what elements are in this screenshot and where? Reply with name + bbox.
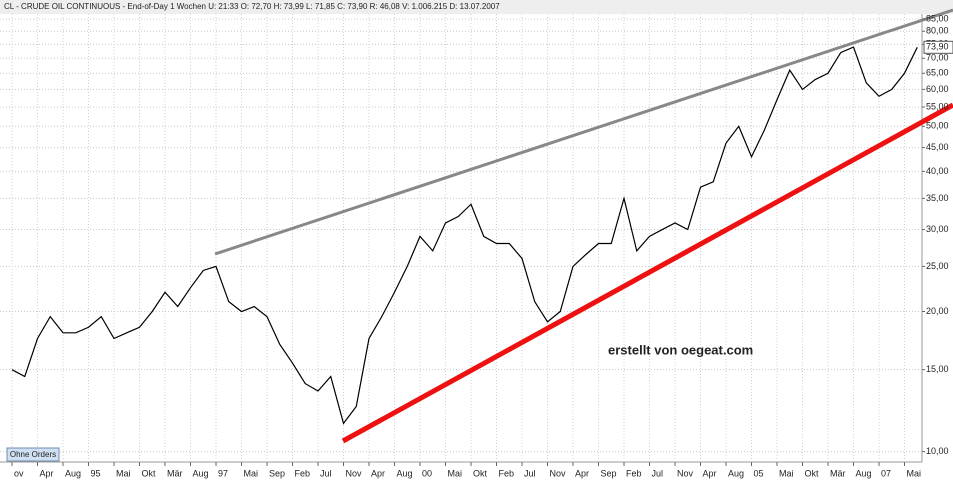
y-tick-label: 15,00 — [926, 364, 949, 374]
y-tick-label: 25,00 — [926, 261, 949, 271]
x-tick-label: 05 — [754, 468, 764, 478]
x-tick-label: Nov — [677, 468, 694, 478]
x-tick-label: Sep — [269, 468, 285, 478]
y-tick-label: 20,00 — [926, 306, 949, 316]
x-tick-label: Nov — [550, 468, 567, 478]
x-tick-label: Aug — [856, 468, 872, 478]
x-tick-label: Mai — [244, 468, 259, 478]
y-tick-label: 55,00 — [926, 101, 949, 111]
annotation: erstellt von oegeat.com — [608, 342, 753, 357]
price-line — [11, 46, 918, 425]
x-tick-label: Jul — [524, 468, 536, 478]
x-tick-label: Mai — [116, 468, 131, 478]
x-tick-label: Okt — [805, 468, 820, 478]
lower-trendline — [341, 102, 953, 444]
x-tick-label: Sep — [601, 468, 617, 478]
x-tick-label: Mär — [167, 468, 183, 478]
x-tick-label: 97 — [218, 468, 228, 478]
y-tick-label: 45,00 — [926, 142, 949, 152]
y-tick-label: 65,00 — [926, 68, 949, 78]
y-tick-label: 60,00 — [926, 84, 949, 94]
x-tick-label: Mai — [907, 468, 922, 478]
x-tick-label: ov — [14, 468, 24, 478]
x-tick-label: Feb — [626, 468, 642, 478]
upper-trendline — [214, 8, 953, 256]
x-tick-label: Apr — [575, 468, 589, 478]
x-tick-label: Jul — [320, 468, 332, 478]
y-tick-label: 35,00 — [926, 193, 949, 203]
grid — [0, 14, 922, 462]
x-tick-label: 00 — [422, 468, 432, 478]
price-marker — [923, 40, 953, 54]
button[interactable]: Ohne Orders — [6, 447, 60, 462]
x-tick-label: Jul — [652, 468, 664, 478]
x-tick-label: Aug — [728, 468, 744, 478]
x-tick-label: Aug — [397, 468, 413, 478]
y-tick-label: 30,00 — [926, 224, 949, 234]
x-tick-label: Feb — [295, 468, 311, 478]
x-tick-label: Mär — [830, 468, 846, 478]
y-tick-label: 80,00 — [926, 26, 949, 36]
x-tick-label: Aug — [65, 468, 81, 478]
y-tick-label: 85,00 — [926, 13, 949, 23]
x-tick-label: Okt — [473, 468, 488, 478]
y-tick-label: 40,00 — [926, 166, 949, 176]
x-tick-label: Okt — [142, 468, 157, 478]
x-tick-label: Apr — [703, 468, 717, 478]
x-tick-label: Feb — [499, 468, 515, 478]
x-tick-label: Aug — [193, 468, 209, 478]
price-marker-label: 73,90 — [926, 42, 949, 52]
x-tick-label: Nov — [346, 468, 363, 478]
header-bar — [0, 0, 953, 14]
y-tick-label: 70,00 — [926, 53, 949, 63]
x-tick-label: 95 — [91, 468, 101, 478]
button-label[interactable]: Ohne Orders — [10, 450, 56, 459]
y-tick-label: 10,00 — [926, 446, 949, 456]
header: CL - CRUDE OIL CONTINUOUS - End-of-Day 1… — [4, 2, 500, 11]
button-frame[interactable] — [6, 447, 60, 462]
x-tick-label: Apr — [40, 468, 54, 478]
plot — [11, 46, 918, 425]
x-tick-label: Mai — [448, 468, 463, 478]
x-tick-label: Mai — [779, 468, 794, 478]
y-tick-label: 50,00 — [926, 121, 949, 131]
x-tick-label: Apr — [371, 468, 385, 478]
x-tick-label: 07 — [881, 468, 891, 478]
